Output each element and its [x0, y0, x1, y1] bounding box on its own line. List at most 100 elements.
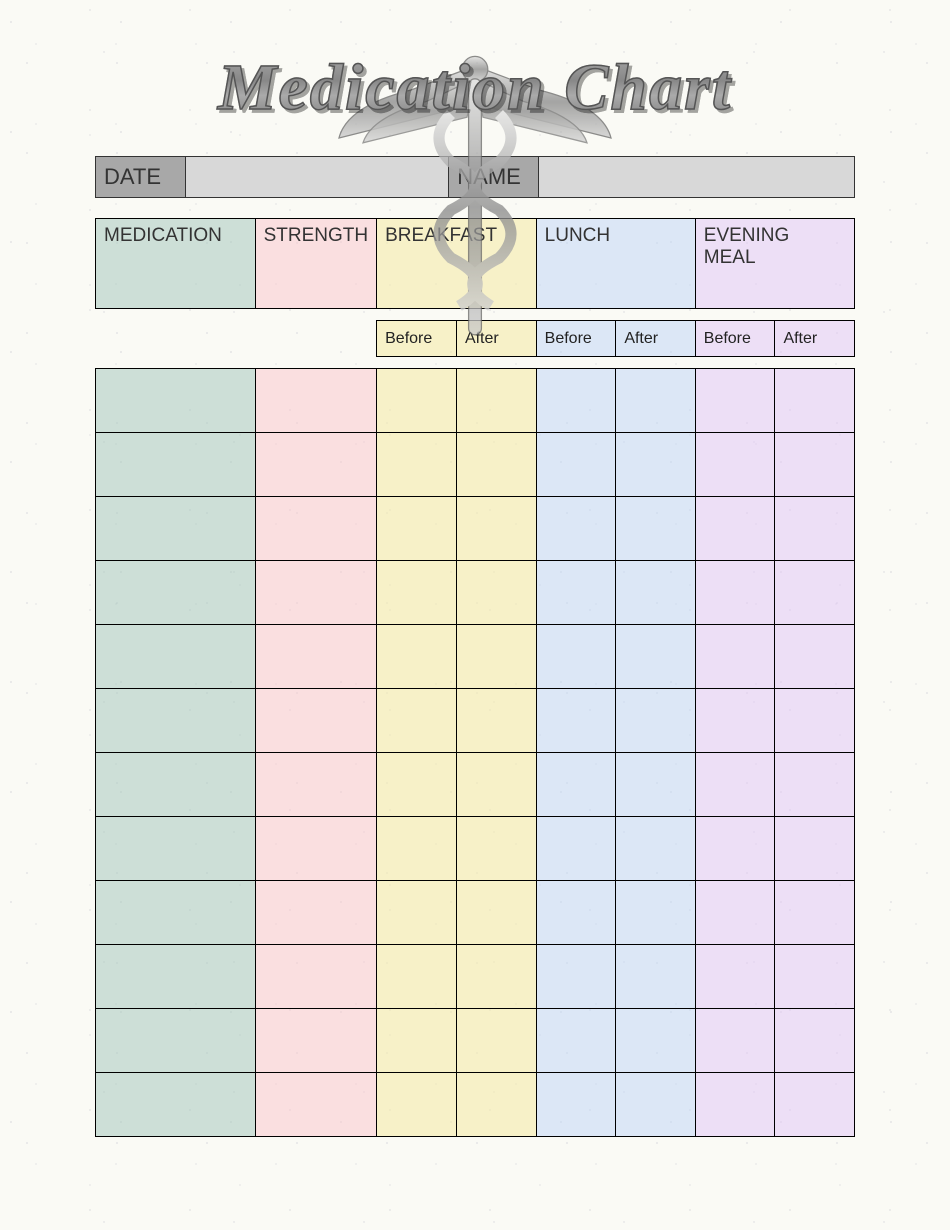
cell[interactable] — [96, 881, 256, 945]
cell[interactable] — [616, 1009, 695, 1073]
cell[interactable] — [695, 433, 775, 497]
cell[interactable] — [536, 433, 616, 497]
cell[interactable] — [775, 817, 855, 881]
cell[interactable] — [616, 753, 695, 817]
table-row — [96, 433, 855, 497]
cell[interactable] — [96, 753, 256, 817]
cell[interactable] — [695, 689, 775, 753]
cell[interactable] — [695, 753, 775, 817]
cell[interactable] — [377, 1073, 457, 1137]
cell[interactable] — [456, 561, 536, 625]
cell[interactable] — [456, 881, 536, 945]
cell[interactable] — [536, 497, 616, 561]
cell[interactable] — [96, 945, 256, 1009]
cell[interactable] — [96, 689, 256, 753]
cell[interactable] — [96, 625, 256, 689]
date-field[interactable] — [186, 157, 449, 197]
cell[interactable] — [616, 433, 695, 497]
cell[interactable] — [255, 753, 377, 817]
cell[interactable] — [96, 1073, 256, 1137]
cell[interactable] — [255, 1073, 377, 1137]
cell[interactable] — [96, 433, 256, 497]
cell[interactable] — [377, 881, 457, 945]
cell[interactable] — [695, 1073, 775, 1137]
cell[interactable] — [695, 881, 775, 945]
cell[interactable] — [616, 369, 695, 433]
cell[interactable] — [536, 881, 616, 945]
cell[interactable] — [456, 497, 536, 561]
cell[interactable] — [255, 1009, 377, 1073]
cell[interactable] — [255, 945, 377, 1009]
cell[interactable] — [255, 433, 377, 497]
cell[interactable] — [775, 881, 855, 945]
cell[interactable] — [536, 817, 616, 881]
cell[interactable] — [536, 1009, 616, 1073]
cell[interactable] — [456, 753, 536, 817]
cell[interactable] — [456, 689, 536, 753]
cell[interactable] — [775, 561, 855, 625]
cell[interactable] — [616, 881, 695, 945]
cell[interactable] — [695, 369, 775, 433]
col-lunch: LUNCH — [536, 219, 695, 309]
cell[interactable] — [695, 1009, 775, 1073]
cell[interactable] — [96, 1009, 256, 1073]
cell[interactable] — [536, 689, 616, 753]
cell[interactable] — [616, 497, 695, 561]
cell[interactable] — [377, 497, 457, 561]
cell[interactable] — [775, 689, 855, 753]
cell[interactable] — [695, 561, 775, 625]
cell[interactable] — [536, 753, 616, 817]
cell[interactable] — [536, 625, 616, 689]
cell[interactable] — [96, 497, 256, 561]
cell[interactable] — [775, 625, 855, 689]
cell[interactable] — [616, 689, 695, 753]
cell[interactable] — [616, 945, 695, 1009]
cell[interactable] — [775, 433, 855, 497]
cell[interactable] — [255, 625, 377, 689]
cell[interactable] — [377, 369, 457, 433]
cell[interactable] — [255, 561, 377, 625]
cell[interactable] — [377, 1009, 457, 1073]
cell[interactable] — [255, 689, 377, 753]
cell[interactable] — [96, 369, 256, 433]
cell[interactable] — [616, 1073, 695, 1137]
cell[interactable] — [255, 881, 377, 945]
cell[interactable] — [616, 561, 695, 625]
cell[interactable] — [377, 689, 457, 753]
cell[interactable] — [536, 561, 616, 625]
cell[interactable] — [775, 945, 855, 1009]
cell[interactable] — [536, 945, 616, 1009]
cell[interactable] — [377, 561, 457, 625]
cell[interactable] — [775, 1073, 855, 1137]
cell[interactable] — [96, 561, 256, 625]
cell[interactable] — [255, 817, 377, 881]
cell[interactable] — [536, 1073, 616, 1137]
cell[interactable] — [456, 433, 536, 497]
cell[interactable] — [616, 625, 695, 689]
cell[interactable] — [377, 753, 457, 817]
cell[interactable] — [456, 1009, 536, 1073]
cell[interactable] — [96, 817, 256, 881]
cell[interactable] — [255, 369, 377, 433]
cell[interactable] — [377, 945, 457, 1009]
cell[interactable] — [775, 369, 855, 433]
name-field[interactable] — [539, 157, 854, 197]
cell[interactable] — [255, 497, 377, 561]
cell[interactable] — [377, 817, 457, 881]
cell[interactable] — [775, 753, 855, 817]
cell[interactable] — [695, 625, 775, 689]
cell[interactable] — [616, 817, 695, 881]
cell[interactable] — [695, 945, 775, 1009]
cell[interactable] — [775, 497, 855, 561]
cell[interactable] — [775, 1009, 855, 1073]
cell[interactable] — [456, 945, 536, 1009]
cell[interactable] — [456, 1073, 536, 1137]
cell[interactable] — [377, 625, 457, 689]
cell[interactable] — [456, 369, 536, 433]
cell[interactable] — [536, 369, 616, 433]
cell[interactable] — [456, 625, 536, 689]
cell[interactable] — [695, 817, 775, 881]
cell[interactable] — [456, 817, 536, 881]
cell[interactable] — [695, 497, 775, 561]
cell[interactable] — [377, 433, 457, 497]
